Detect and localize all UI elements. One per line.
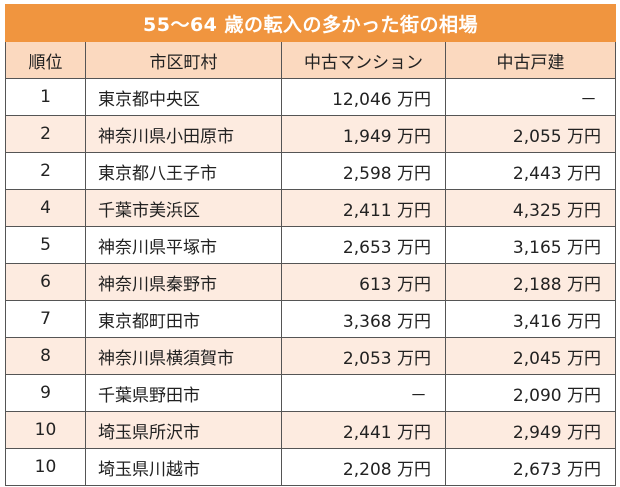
cell-city: 埼玉県川越市 <box>85 448 282 486</box>
cell-house-price: 2,949 万円 <box>445 411 616 449</box>
cell-rank: 10 <box>5 448 86 486</box>
cell-city: 神奈川県平塚市 <box>85 226 282 264</box>
cell-city: 東京都中央区 <box>85 78 282 116</box>
cell-mansion-price: 3,368 万円 <box>281 300 446 338</box>
cell-house-price: 2,045 万円 <box>445 337 616 375</box>
table-row: 1 東京都中央区 12,046 万円 － <box>5 78 616 116</box>
cell-city: 東京都八王子市 <box>85 152 282 190</box>
table-row: 8 神奈川県横須賀市 2,053 万円 2,045 万円 <box>5 337 616 375</box>
cell-city: 千葉県野田市 <box>85 374 282 412</box>
cell-mansion-price: 2,053 万円 <box>281 337 446 375</box>
table-row: 10 埼玉県川越市 2,208 万円 2,673 万円 <box>5 448 616 486</box>
cell-house-price: 2,188 万円 <box>445 263 616 301</box>
cell-house-price: 2,673 万円 <box>445 448 616 486</box>
cell-mansion-price: 2,208 万円 <box>281 448 446 486</box>
cell-rank: 5 <box>5 226 86 264</box>
cell-mansion-price: 2,441 万円 <box>281 411 446 449</box>
cell-rank: 7 <box>5 300 86 338</box>
table-row: 9 千葉県野田市 － 2,090 万円 <box>5 374 616 412</box>
price-table-container: 55～64 歳の転入の多かった街の相場 順位 市区町村 中古マンション 中古戸建… <box>5 4 616 486</box>
cell-city: 埼玉県所沢市 <box>85 411 282 449</box>
table-row: 4 千葉市美浜区 2,411 万円 4,325 万円 <box>5 189 616 227</box>
cell-city: 千葉市美浜区 <box>85 189 282 227</box>
table-header-row: 順位 市区町村 中古マンション 中古戸建 <box>5 41 616 79</box>
cell-rank: 6 <box>5 263 86 301</box>
cell-house-price: － <box>445 78 616 116</box>
header-house: 中古戸建 <box>445 41 616 79</box>
cell-mansion-price: 1,949 万円 <box>281 115 446 153</box>
cell-city: 神奈川県秦野市 <box>85 263 282 301</box>
cell-city: 神奈川県小田原市 <box>85 115 282 153</box>
cell-house-price: 2,443 万円 <box>445 152 616 190</box>
cell-city: 神奈川県横須賀市 <box>85 337 282 375</box>
cell-city: 東京都町田市 <box>85 300 282 338</box>
table-row: 5 神奈川県平塚市 2,653 万円 3,165 万円 <box>5 226 616 264</box>
table-row: 2 神奈川県小田原市 1,949 万円 2,055 万円 <box>5 115 616 153</box>
cell-house-price: 2,055 万円 <box>445 115 616 153</box>
cell-mansion-price: 613 万円 <box>281 263 446 301</box>
cell-rank: 2 <box>5 115 86 153</box>
cell-rank: 8 <box>5 337 86 375</box>
header-rank: 順位 <box>5 41 86 79</box>
table-row: 6 神奈川県秦野市 613 万円 2,188 万円 <box>5 263 616 301</box>
cell-house-price: 2,090 万円 <box>445 374 616 412</box>
header-city: 市区町村 <box>85 41 282 79</box>
cell-mansion-price: 2,653 万円 <box>281 226 446 264</box>
price-table: 55～64 歳の転入の多かった街の相場 順位 市区町村 中古マンション 中古戸建… <box>5 4 616 486</box>
cell-mansion-price: － <box>281 374 446 412</box>
cell-house-price: 4,325 万円 <box>445 189 616 227</box>
table-row: 2 東京都八王子市 2,598 万円 2,443 万円 <box>5 152 616 190</box>
cell-mansion-price: 2,411 万円 <box>281 189 446 227</box>
cell-house-price: 3,416 万円 <box>445 300 616 338</box>
cell-rank: 9 <box>5 374 86 412</box>
table-row: 7 東京都町田市 3,368 万円 3,416 万円 <box>5 300 616 338</box>
cell-rank: 10 <box>5 411 86 449</box>
header-mansion: 中古マンション <box>281 41 446 79</box>
cell-rank: 1 <box>5 78 86 116</box>
cell-mansion-price: 12,046 万円 <box>281 78 446 116</box>
cell-house-price: 3,165 万円 <box>445 226 616 264</box>
cell-rank: 4 <box>5 189 86 227</box>
table-row: 10 埼玉県所沢市 2,441 万円 2,949 万円 <box>5 411 616 449</box>
cell-mansion-price: 2,598 万円 <box>281 152 446 190</box>
table-title: 55～64 歳の転入の多かった街の相場 <box>5 4 616 42</box>
cell-rank: 2 <box>5 152 86 190</box>
